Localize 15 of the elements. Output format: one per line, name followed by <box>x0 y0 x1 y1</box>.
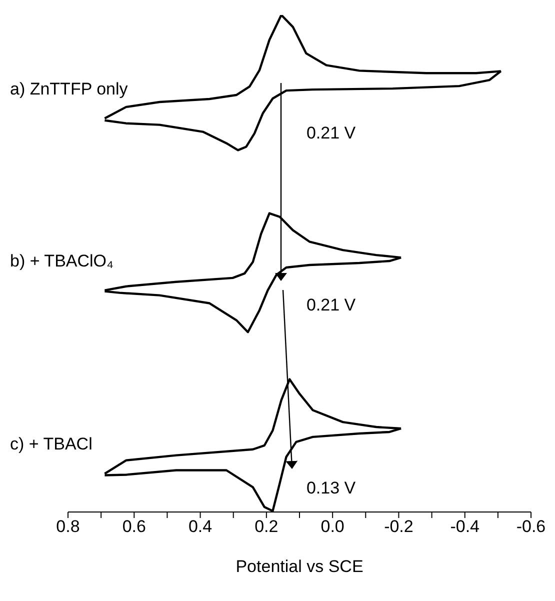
series-label: c) + TBACl <box>10 434 92 454</box>
x-tick-label: 0.8 <box>56 517 80 536</box>
x-tick-label: 0.6 <box>122 517 146 536</box>
x-tick-label: 0.0 <box>320 517 344 536</box>
x-tick-label: -0.6 <box>516 517 546 536</box>
annotation: 0.21 V <box>306 295 356 314</box>
x-tick-label: -0.4 <box>450 517 480 536</box>
x-axis-title: Potential vs SCE <box>236 557 364 576</box>
x-tick-label: 0.2 <box>254 517 278 536</box>
series-label: b) + TBAClO₄ <box>10 251 114 270</box>
annotation: 0.13 V <box>306 478 356 498</box>
x-tick-label: -0.2 <box>384 517 414 536</box>
annotation: 0.21 V <box>306 123 356 142</box>
series-label: a) ZnTTFP only <box>10 79 128 98</box>
x-tick-label: 0.4 <box>188 517 212 536</box>
